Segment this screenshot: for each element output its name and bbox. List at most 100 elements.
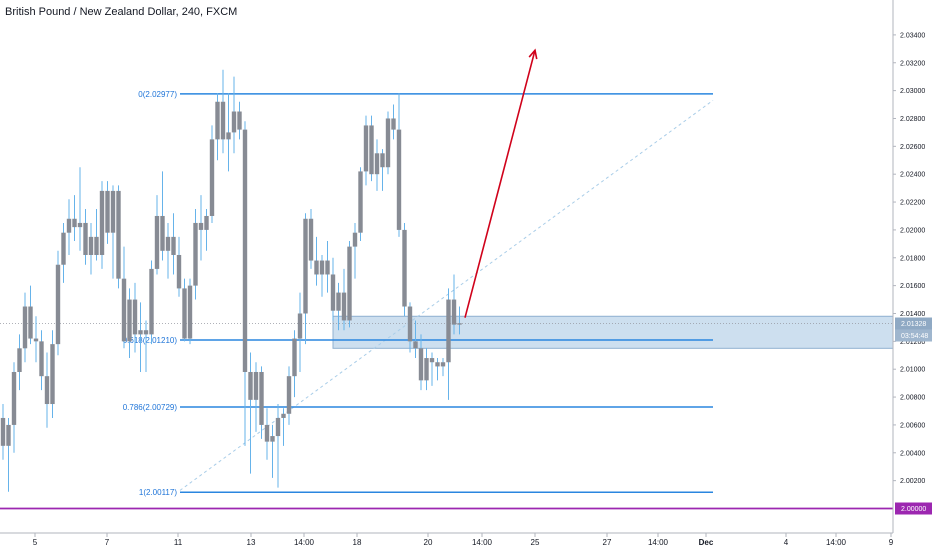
candle-body <box>270 436 275 442</box>
price-tick-label: 2.01800 <box>900 255 925 262</box>
candle <box>292 330 297 398</box>
candle <box>226 93 231 172</box>
candle <box>204 209 209 251</box>
candle <box>341 268 347 331</box>
candle-body <box>110 190 116 233</box>
current-price-value: 2.01328 <box>901 321 926 328</box>
candle <box>127 288 132 359</box>
candle-body <box>127 299 132 342</box>
candle <box>154 195 160 275</box>
candle-body <box>281 413 286 418</box>
candle-body <box>391 118 396 130</box>
candle-body <box>374 153 380 175</box>
candle-body <box>264 424 270 442</box>
candle <box>6 417 11 492</box>
candle-body <box>292 338 297 377</box>
time-tick-label: 13 <box>247 538 256 547</box>
support-price-value: 2.00000 <box>901 506 926 513</box>
candle <box>116 185 121 289</box>
candle-body <box>429 358 435 363</box>
candle <box>407 302 413 353</box>
candle <box>121 246 127 349</box>
candle-body <box>182 288 187 339</box>
candle-body <box>336 292 341 311</box>
candle-body <box>72 218 77 228</box>
candle <box>88 222 94 275</box>
candle-body <box>77 222 83 228</box>
candle-body <box>396 129 402 230</box>
candle <box>451 274 457 335</box>
candle-body <box>215 101 220 140</box>
candle-body <box>176 254 182 289</box>
candle <box>105 181 110 244</box>
candle <box>435 358 440 381</box>
fib-level-label: 0.618(2.01210) <box>123 336 178 345</box>
time-tick-label: 14:00 <box>648 538 669 547</box>
time-tick-label: 9 <box>889 538 894 547</box>
candle <box>314 236 319 286</box>
candle-body <box>209 139 215 216</box>
time-tick-label: 14:00 <box>826 538 847 547</box>
candle <box>55 250 61 356</box>
candle-body <box>33 338 39 342</box>
price-tick-label: 2.01200 <box>900 339 925 346</box>
candle-body <box>138 330 143 335</box>
candle <box>270 424 275 478</box>
candle-body <box>413 341 418 349</box>
candle-body <box>55 264 61 345</box>
candle-body <box>358 171 363 233</box>
time-tick-label: 27 <box>603 538 612 547</box>
candle <box>215 93 220 161</box>
candle-body <box>369 125 374 175</box>
candle <box>253 362 259 432</box>
projection-arrow-shaft[interactable] <box>464 50 536 318</box>
candle <box>297 292 303 372</box>
price-tick-label: 2.01000 <box>900 367 925 374</box>
candle-body <box>132 299 138 335</box>
candle-body <box>308 218 314 261</box>
candle-body <box>325 260 330 275</box>
candle <box>336 282 341 331</box>
candle <box>418 334 424 391</box>
candle <box>242 121 248 446</box>
candle-body <box>402 229 407 307</box>
candle <box>259 366 264 439</box>
candle-body <box>143 330 149 335</box>
fib-trend-line[interactable] <box>179 99 714 491</box>
candle <box>138 302 143 372</box>
candle-body <box>171 236 176 255</box>
fib-level-label: 0.786(2.00729) <box>123 403 178 412</box>
time-tick-label: 18 <box>353 538 362 547</box>
candle-body <box>17 348 22 372</box>
candle <box>281 408 286 446</box>
candle-body <box>105 190 110 233</box>
candle <box>358 167 363 242</box>
candle <box>303 213 308 345</box>
candle <box>446 288 451 400</box>
candle-body <box>275 417 281 437</box>
candle <box>171 213 176 275</box>
candle <box>94 209 99 261</box>
time-tick-label: 14:00 <box>294 538 315 547</box>
time-tick-label: 5 <box>33 538 38 547</box>
candle <box>330 257 336 321</box>
candle <box>385 111 391 175</box>
candle <box>396 93 402 237</box>
candle <box>248 352 253 474</box>
candle-body <box>253 371 259 400</box>
candle-body <box>385 118 391 168</box>
candle-body <box>198 222 204 230</box>
candle-body <box>149 268 154 335</box>
candle-body <box>121 278 127 342</box>
candle <box>402 222 407 317</box>
candle <box>33 316 39 363</box>
candle-body <box>231 111 237 133</box>
candle-body <box>39 341 44 377</box>
candle-body <box>440 362 446 367</box>
candle-body <box>0 417 6 446</box>
candle <box>380 149 385 191</box>
candle-body <box>61 232 66 265</box>
candle <box>110 185 116 279</box>
price-tick-label: 2.03400 <box>900 32 925 39</box>
